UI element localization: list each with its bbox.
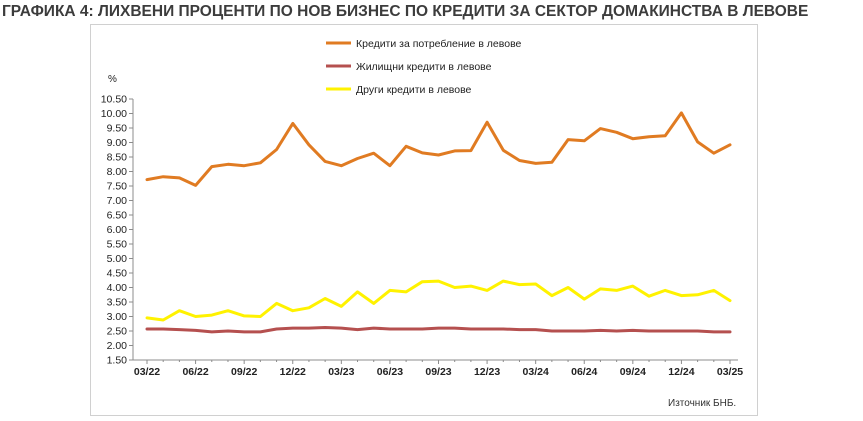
x-tick-label: 03/23 (328, 366, 354, 378)
legend-label: Жилищни кредити в левове (356, 61, 492, 73)
y-axis-label: % (108, 74, 117, 85)
series-line-3 (145, 279, 732, 322)
x-tick-label: 09/24 (620, 366, 646, 378)
y-tick-label: 8.50 (107, 152, 128, 164)
x-tick-label: 12/23 (474, 366, 500, 378)
y-tick-label: 2.00 (107, 340, 128, 352)
source-note: Източник БНБ. (668, 398, 737, 409)
x-tick-label: 06/23 (377, 366, 403, 378)
chart-title: ГРАФИКА 4: ЛИХВЕНИ ПРОЦЕНТИ ПО НОВ БИЗНЕ… (2, 3, 809, 20)
y-tick-label: 5.00 (107, 253, 128, 265)
x-tick-label: 03/25 (717, 366, 743, 378)
series-lines (145, 111, 732, 334)
x-tick-label: 03/24 (523, 366, 549, 378)
y-tick-label: 10.50 (101, 94, 127, 106)
legend: Кредити за потребление в левове Жилищни к… (326, 38, 522, 96)
y-tick-label: 9.00 (107, 137, 128, 149)
y-tick-label: 10.00 (101, 108, 127, 120)
y-tick-label: 2.50 (107, 326, 128, 338)
y-tick-label: 8.00 (107, 166, 128, 178)
y-tick-label: 1.50 (107, 355, 128, 367)
x-tick-label: 03/22 (134, 366, 160, 378)
y-tick-label: 4.50 (107, 268, 128, 280)
y-tick-label: 7.50 (107, 181, 128, 193)
y-tick-label: 3.50 (107, 297, 128, 309)
axes (132, 99, 738, 361)
y-tick-label: 3.00 (107, 311, 128, 323)
x-tick-label: 09/22 (231, 366, 257, 378)
y-tick-label: 6.00 (107, 224, 128, 236)
y-tick-label: 7.00 (107, 195, 128, 207)
x-tick-label: 12/24 (668, 366, 694, 378)
chart-frame (90, 24, 758, 416)
y-axis-ticks: 1.50 2.00 2.50 3.00 3.50 4.00 4.50 5.00 5.50 6.00… (101, 94, 133, 367)
series-line-1 (145, 111, 732, 187)
y-tick-label: 4.00 (107, 282, 128, 294)
y-tick-label: 6.50 (107, 210, 128, 222)
series-line-2 (145, 326, 732, 334)
x-tick-label: 06/22 (182, 366, 208, 378)
x-axis-ticks: 03/22 06/22 09/22 12/22 03/23 06/23 09/23 12/23… (134, 360, 743, 378)
legend-label: Други кредити в левове (356, 84, 472, 96)
y-tick-label: 9.50 (107, 123, 128, 135)
x-tick-label: 12/22 (280, 366, 306, 378)
x-tick-label: 06/24 (571, 366, 597, 378)
x-tick-label: 09/23 (425, 366, 451, 378)
y-tick-label: 5.50 (107, 239, 128, 251)
legend-label: Кредити за потребление в левове (356, 38, 522, 50)
